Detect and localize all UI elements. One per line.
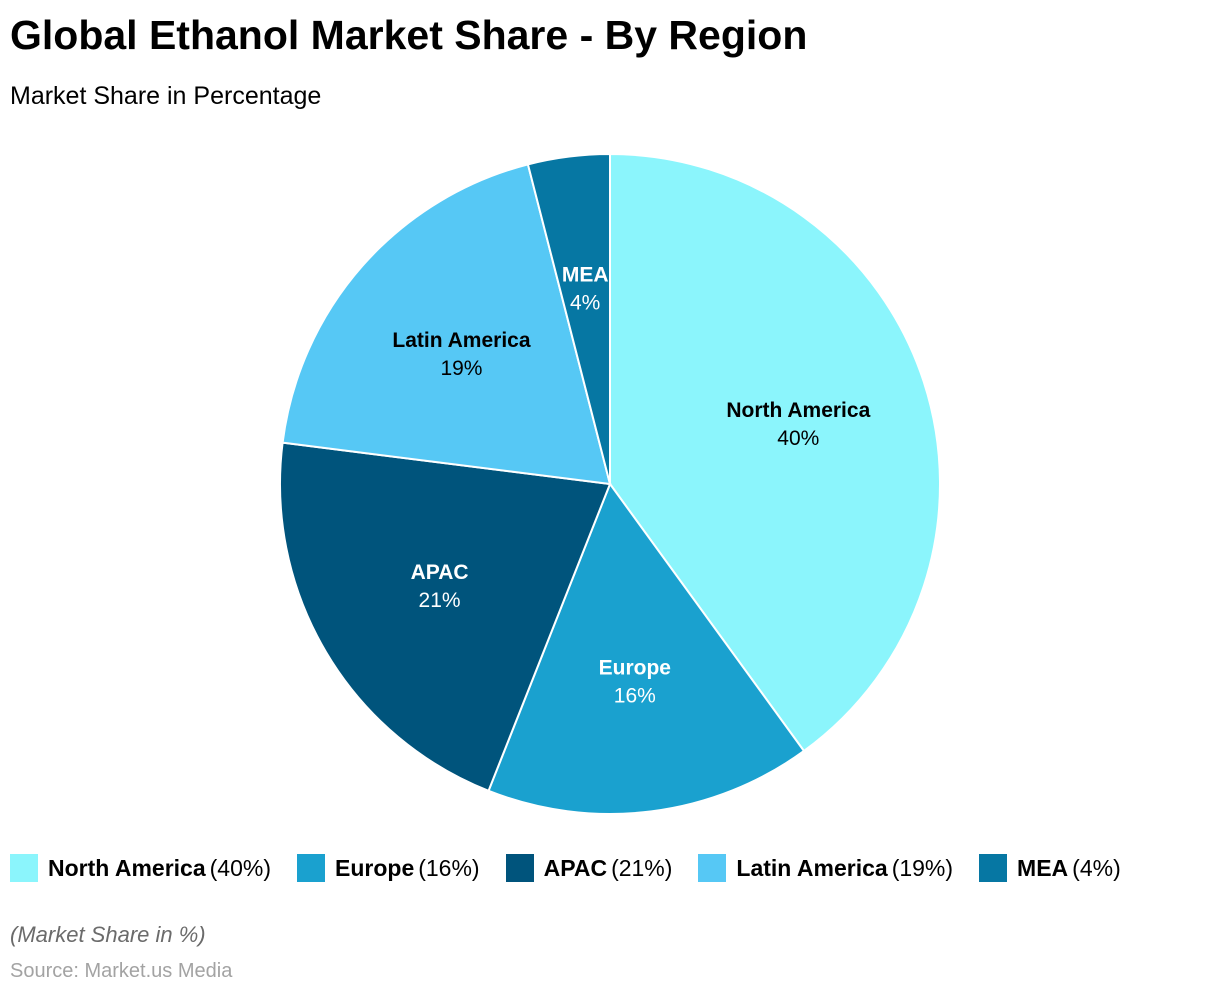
legend-swatch	[505, 854, 534, 882]
legend-item-north-america: North America (40%)	[10, 854, 271, 882]
legend-label: APAC	[543, 854, 608, 881]
slice-label-north-america: North America	[726, 399, 870, 422]
slice-label-europe: Europe	[599, 656, 671, 679]
chart-legend: North America (40%) Europe (16%) APAC (21%) La…	[10, 851, 1147, 885]
legend-item-mea: MEA (4%)	[979, 854, 1121, 882]
legend-label: MEA	[1017, 854, 1069, 881]
legend-swatch	[979, 854, 1008, 882]
slice-label-apac: APAC	[411, 561, 469, 584]
legend-label: North America	[48, 854, 206, 881]
chart-subtitle: Market Share in Percentage	[10, 82, 322, 110]
slice-value-north-america: 40%	[777, 427, 819, 450]
pie-chart: North America 40% Europe 16% APAC 21% Latin Am…	[279, 152, 941, 815]
legend-value: (40%)	[209, 854, 271, 881]
legend-label: Europe	[335, 854, 415, 881]
legend-swatch	[297, 854, 325, 882]
slice-label-latin-america: Latin America	[392, 329, 530, 352]
legend-swatch	[10, 854, 38, 882]
chart-note: (Market Share in %)	[10, 922, 206, 947]
legend-item-europe: Europe (16%)	[297, 854, 480, 882]
legend-value: (16%)	[418, 854, 480, 881]
pie-labels: North America 40% Europe 16% APAC 21% Latin Am…	[392, 264, 870, 708]
pie-slices	[279, 152, 941, 815]
legend-value: (4%)	[1072, 854, 1121, 881]
chart-title: Global Ethanol Market Share - By Region	[10, 12, 808, 58]
legend-swatch	[698, 854, 727, 882]
slice-value-europe: 16%	[614, 684, 656, 707]
pie-slice-latin-america	[281, 163, 612, 486]
slice-value-apac: 21%	[419, 589, 461, 612]
legend-item-latin-america: Latin America (19%)	[698, 854, 953, 882]
pie-slice-mea	[526, 152, 611, 485]
slice-label-mea: MEA	[562, 264, 609, 287]
pie-slice-europe	[487, 481, 806, 815]
chart-source: Source: Market.us Media	[10, 960, 233, 982]
pie-slice-apac	[279, 441, 612, 793]
legend-value: (21%)	[611, 854, 673, 881]
pie-slice-north-america	[609, 152, 941, 753]
legend-label: Latin America	[736, 854, 888, 881]
legend-value: (19%)	[891, 854, 954, 881]
legend-item-apac: APAC (21%)	[505, 854, 673, 882]
slice-value-latin-america: 19%	[440, 357, 482, 380]
slice-value-mea: 4%	[570, 292, 600, 315]
